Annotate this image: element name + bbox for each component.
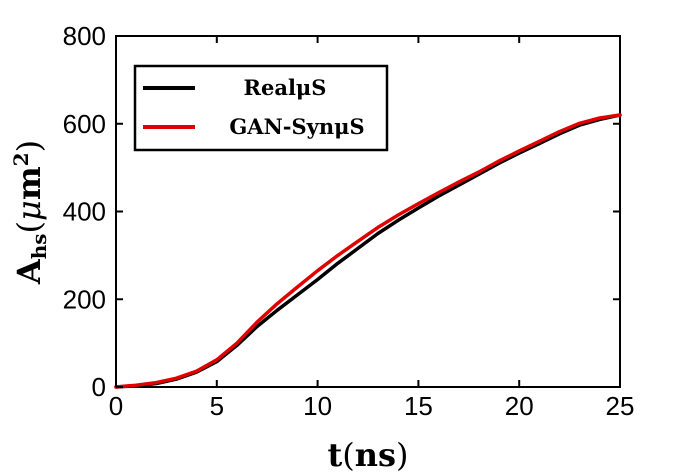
- y-axis-label-paren-open: (: [10, 221, 48, 233]
- x-axis-label-unit: ns: [355, 436, 396, 474]
- y-tick-label: 800: [63, 21, 106, 51]
- y-axis-label: Ahs(μm2): [9, 140, 51, 285]
- y-axis-label-paren-close: ): [10, 140, 48, 152]
- legend-label-gan: GAN-SynμS: [229, 114, 364, 139]
- x-tick-label: 25: [606, 391, 635, 421]
- y-axis-label-exp: 2: [9, 152, 33, 166]
- x-axis-label-main: t: [327, 436, 342, 474]
- x-tick-label: 10: [303, 391, 332, 421]
- legend: RealμS GAN-SynμS: [133, 64, 389, 152]
- y-tick-label: 600: [63, 109, 106, 139]
- ticks-layer: 0 5 10 15 20 25 0 200 400 600 800: [63, 21, 635, 421]
- x-tick-label: 20: [505, 391, 534, 421]
- x-tick-label: 15: [404, 391, 433, 421]
- y-tick-label: 200: [63, 284, 106, 314]
- x-tick-label: 5: [210, 391, 224, 421]
- series-line-gan: [114, 113, 622, 389]
- y-tick-label: 0: [92, 372, 106, 402]
- y-axis-label-sub: hs: [27, 233, 51, 259]
- x-axis-label: t(ns): [327, 436, 408, 474]
- y-axis-label-m: m: [10, 166, 48, 200]
- x-tick-label: 0: [109, 391, 123, 421]
- x-axis-label-paren-close: ): [396, 436, 408, 474]
- y-tick-label: 400: [63, 197, 106, 227]
- y-axis-label-main: A: [10, 258, 48, 285]
- y-axis-label-mu: μ: [10, 200, 48, 221]
- x-axis-label-paren-open: (: [342, 436, 354, 474]
- legend-label-real: RealμS: [244, 75, 327, 100]
- series-layer: [114, 113, 622, 389]
- legend-box: [133, 64, 389, 152]
